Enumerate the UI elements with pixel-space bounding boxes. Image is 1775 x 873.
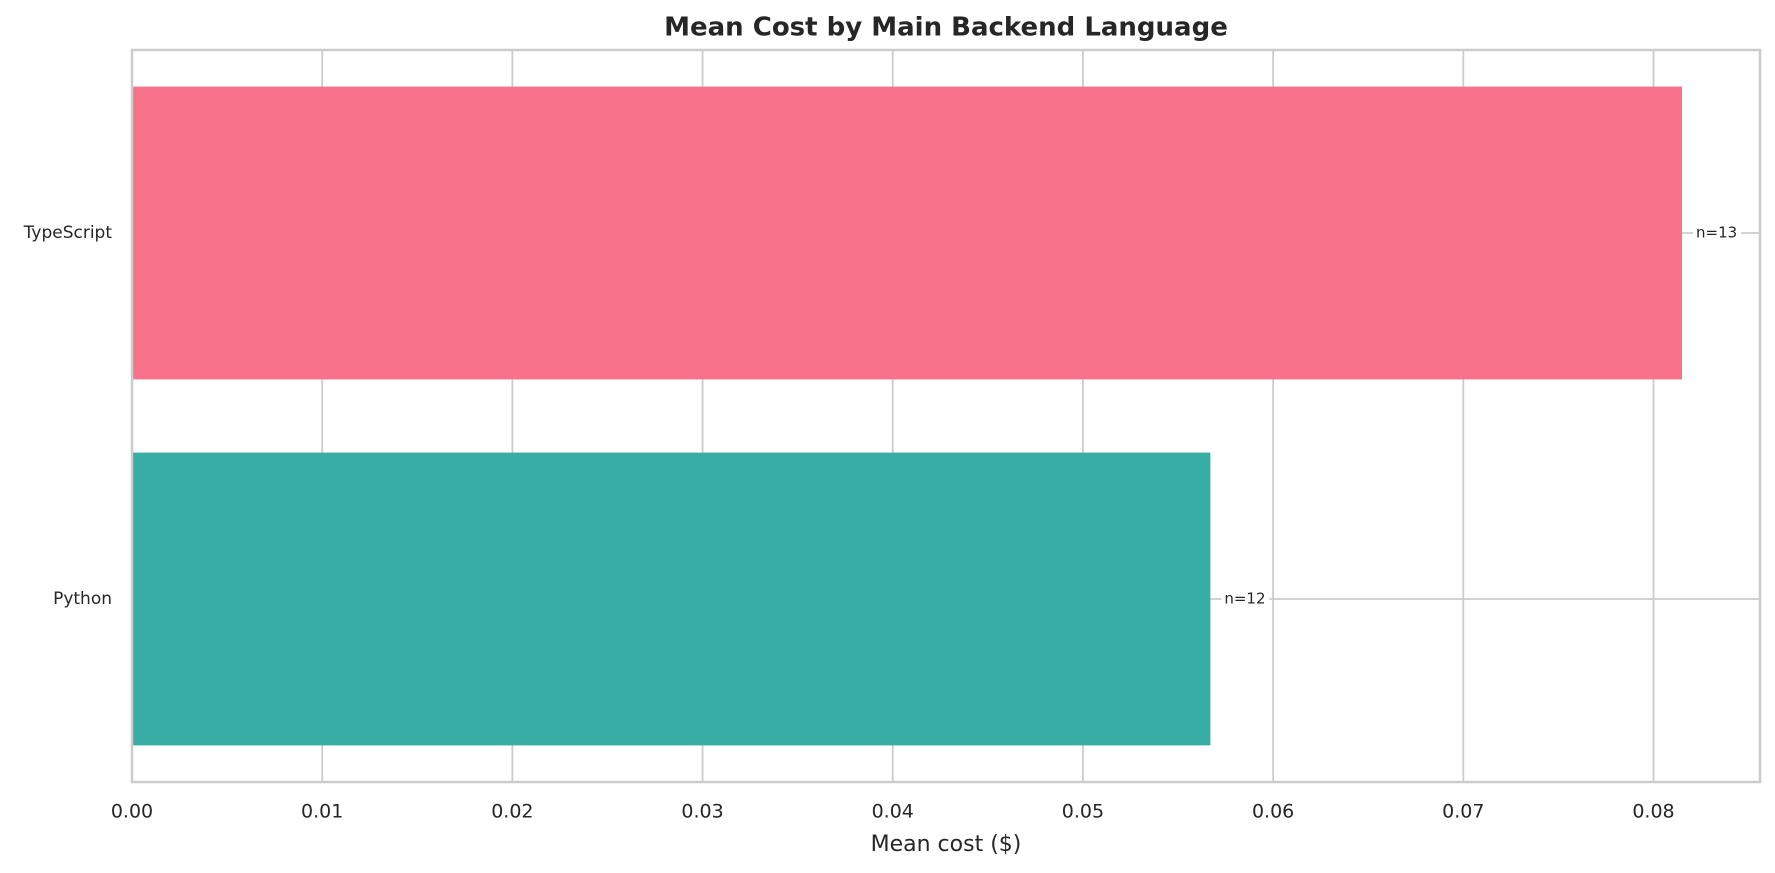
y-tick-label: Python [53, 589, 112, 609]
bar [132, 86, 1683, 380]
x-tick-label: 0.04 [872, 801, 914, 823]
bar-annotation: n=13 [1696, 224, 1737, 242]
x-tick-label: 0.00 [111, 801, 153, 823]
chart-title: Mean Cost by Main Backend Language [664, 13, 1228, 43]
annotation-bg [1221, 589, 1270, 609]
x-tick-label: 0.08 [1632, 801, 1674, 823]
annotation-bg [1693, 223, 1742, 243]
x-tick-label: 0.05 [1062, 801, 1104, 823]
x-tick-label: 0.07 [1442, 801, 1484, 823]
bar [132, 452, 1211, 746]
bar-annotation: n=12 [1224, 590, 1265, 608]
x-tick-label: 0.06 [1252, 801, 1294, 823]
y-tick-label: TypeScript [23, 223, 113, 243]
x-tick-label: 0.03 [681, 801, 723, 823]
x-tick-label: 0.02 [491, 801, 533, 823]
x-axis-label: Mean cost ($) [871, 832, 1022, 857]
x-tick-label: 0.01 [301, 801, 343, 823]
axes-frame [130, 48, 1762, 784]
